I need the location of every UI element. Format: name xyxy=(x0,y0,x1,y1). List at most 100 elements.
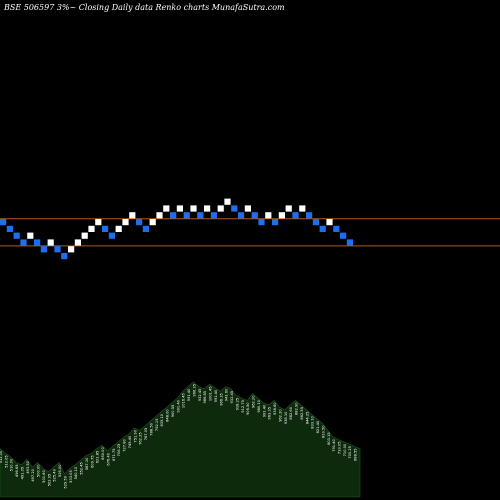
volume-label: 1016.45 xyxy=(182,393,186,408)
renko-brick-down xyxy=(210,212,217,219)
renko-brick-up xyxy=(47,239,54,246)
renko-brick-up xyxy=(129,212,136,219)
volume-label: 496.65 xyxy=(15,465,19,478)
renko-brick-down xyxy=(292,212,299,219)
volume-label: 706.25 xyxy=(117,444,121,457)
renko-brick-down xyxy=(340,232,347,239)
volume-label: 727.80 xyxy=(123,438,127,451)
volume-label: 501.60 xyxy=(42,470,46,483)
volume-label: 991.40 xyxy=(214,389,218,402)
volume-label: 938.10 xyxy=(284,411,288,424)
renko-brick-down xyxy=(251,212,258,219)
volume-label: 751.90 xyxy=(133,429,137,442)
renko-brick-down xyxy=(306,212,313,219)
volume-label: 835.10 xyxy=(160,413,164,426)
renko-brick-up xyxy=(74,239,81,246)
volume-label: 540.10 xyxy=(74,466,78,479)
volume-area xyxy=(0,381,361,498)
reference-lines xyxy=(0,218,500,247)
volume-label: 932.45 xyxy=(198,389,202,402)
renko-brick-down xyxy=(312,219,319,226)
volume-label: 700.25 xyxy=(348,446,352,459)
renko-brick-up xyxy=(217,205,224,212)
volume-label: 587.10 xyxy=(85,457,89,470)
renko-brick-down xyxy=(136,219,143,226)
renko-brick-up xyxy=(156,212,163,219)
volume-label: 938.60 xyxy=(273,402,277,415)
renko-brick-up xyxy=(285,205,292,212)
renko-brick-down xyxy=(13,232,20,239)
renko-brick-up xyxy=(149,219,156,226)
renko-brick-down xyxy=(0,219,7,226)
renko-brick-down xyxy=(6,225,13,232)
volume-label: 621.85 xyxy=(96,451,100,464)
volume-label: 788.50 xyxy=(149,422,153,435)
renko-brick-down xyxy=(61,253,68,260)
volume-label: 803.15 xyxy=(327,432,331,445)
volume-label: 991.40 xyxy=(262,404,266,417)
renko-brick-up xyxy=(299,205,306,212)
volume-label: 791.40 xyxy=(332,438,336,451)
volume-label: 962.20 xyxy=(278,409,282,422)
volume-label: 810.50 xyxy=(321,425,325,438)
renko-brick-down xyxy=(170,212,177,219)
renko-brick-up xyxy=(68,246,75,253)
volume-label: 848.00 xyxy=(166,409,170,422)
volume-label: 966.35 xyxy=(192,384,196,397)
volume-label: 533.05 xyxy=(69,470,73,483)
volume-label: 762.25 xyxy=(139,432,143,445)
renko-brick-up xyxy=(224,198,231,205)
renko-brick-down xyxy=(231,205,238,212)
renko-brick-down xyxy=(40,246,47,253)
renko-brick-up xyxy=(81,232,88,239)
renko-brick-up xyxy=(115,225,122,232)
volume-label: 526.00 xyxy=(58,464,62,477)
volume-label: 676.40 xyxy=(106,452,110,465)
volume-label: 966.35 xyxy=(219,393,223,406)
volume-label: 862.55 xyxy=(300,407,304,420)
renko-brick-up xyxy=(326,219,333,226)
volume-label: 918.25 xyxy=(235,398,239,411)
volume-label: 912.75 xyxy=(241,400,245,413)
volume-label: 963.35 xyxy=(268,407,272,420)
volume-label: 767.05 xyxy=(144,428,148,441)
volume-labels: 512.10 512.05 510.00 496.65 491.05 493.50497.… xyxy=(0,384,358,489)
volume-label: 609.75 xyxy=(90,455,94,468)
volume-panel xyxy=(0,381,361,498)
volume-label: 525.40 xyxy=(53,468,57,481)
volume-label: 833.10 xyxy=(311,415,315,428)
renko-brick-down xyxy=(258,219,265,226)
volume-label: 941.60 xyxy=(225,388,229,401)
volume-label: 552.45 xyxy=(80,462,84,475)
volume-label: 986.85 xyxy=(203,391,207,404)
renko-brick-up xyxy=(163,205,170,212)
volume-label: 733.05 xyxy=(338,442,342,455)
renko-brick-up xyxy=(190,205,197,212)
volume-label: 510.00 xyxy=(10,458,14,471)
renko-brick-up xyxy=(122,219,129,226)
renko-brick-up xyxy=(176,205,183,212)
renko-brick-up xyxy=(278,212,285,219)
volume-label: 512.05 xyxy=(4,455,8,468)
renko-brick-down xyxy=(102,225,109,232)
volume-label: 792.15 xyxy=(155,419,159,432)
volume-label: 710.00 xyxy=(343,443,347,456)
volume-label: 980.10 xyxy=(257,399,261,412)
volume-label: 882.60 xyxy=(289,406,293,419)
volume-label: 512.10 xyxy=(0,450,3,463)
volume-label: 688.55 xyxy=(354,448,358,461)
renko-brick-down xyxy=(319,225,326,232)
renko-bricks xyxy=(0,198,353,260)
renko-brick-up xyxy=(265,212,272,219)
renko-brick-down xyxy=(108,232,115,239)
volume-label: 991.40 xyxy=(176,399,180,412)
volume-label: 900.55 xyxy=(171,405,175,418)
volume-label: 491.05 xyxy=(20,467,24,480)
renko-brick-down xyxy=(183,212,190,219)
renko-brick-up xyxy=(27,232,34,239)
volume-label: 749.40 xyxy=(128,435,132,448)
volume-label: 906.50 xyxy=(246,402,250,415)
renko-brick-up xyxy=(95,219,102,226)
renko-brick-down xyxy=(54,246,61,253)
